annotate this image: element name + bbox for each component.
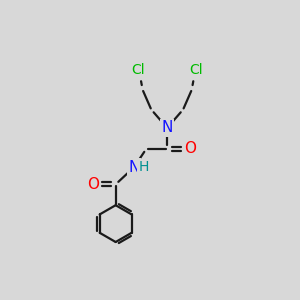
Text: O: O	[87, 177, 99, 192]
Text: Cl: Cl	[131, 63, 145, 77]
Text: Cl: Cl	[189, 63, 203, 77]
Text: O: O	[184, 141, 196, 156]
Text: H: H	[138, 160, 148, 174]
Text: N: N	[161, 120, 173, 135]
Text: N: N	[128, 160, 140, 175]
